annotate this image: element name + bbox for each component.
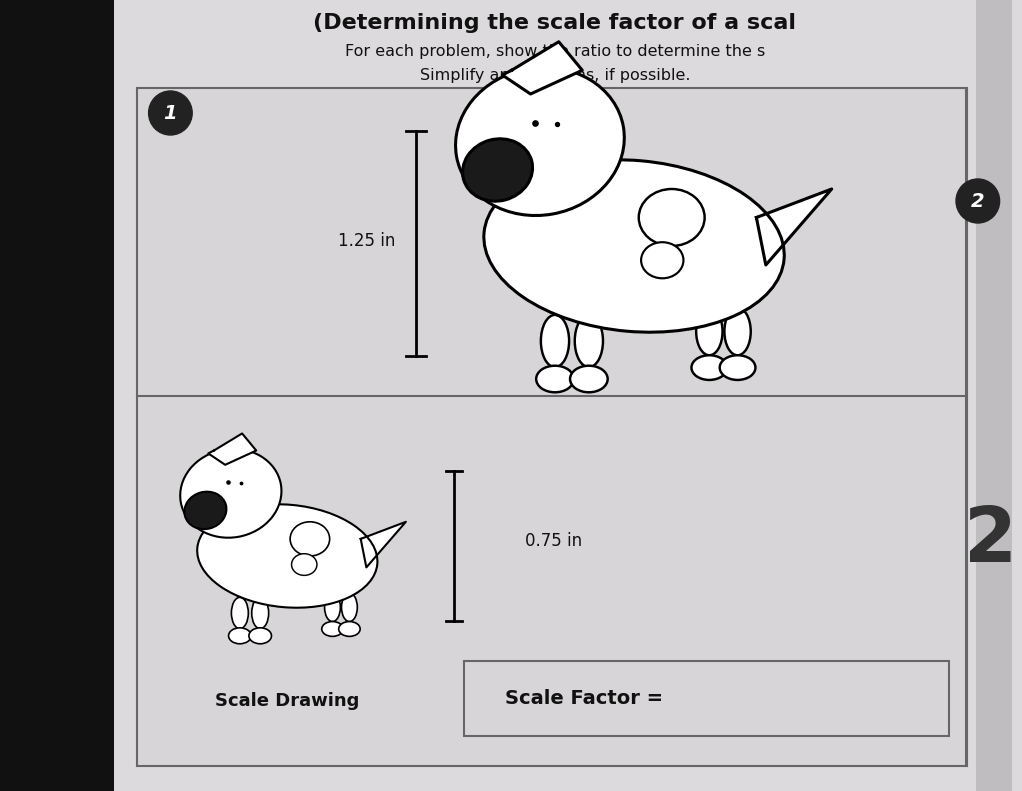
- Text: 0.75 in: 0.75 in: [525, 532, 583, 550]
- Ellipse shape: [197, 505, 377, 607]
- Bar: [464, 661, 949, 736]
- Ellipse shape: [291, 554, 317, 575]
- Ellipse shape: [639, 189, 704, 246]
- Ellipse shape: [325, 593, 340, 622]
- Text: (Determining the scale factor of a scal: (Determining the scale factor of a scal: [314, 13, 796, 33]
- Bar: [137, 88, 967, 766]
- Ellipse shape: [725, 308, 751, 355]
- Polygon shape: [530, 161, 606, 199]
- Ellipse shape: [341, 593, 358, 622]
- Text: Simplify any fractions, if possible.: Simplify any fractions, if possible.: [420, 67, 690, 82]
- Ellipse shape: [229, 628, 251, 644]
- Ellipse shape: [180, 449, 281, 538]
- Text: 2: 2: [971, 191, 984, 210]
- Circle shape: [956, 179, 1000, 223]
- Text: 2: 2: [964, 504, 1017, 578]
- Ellipse shape: [574, 315, 603, 367]
- Ellipse shape: [290, 522, 330, 556]
- Ellipse shape: [456, 67, 624, 215]
- Polygon shape: [208, 433, 257, 465]
- Ellipse shape: [322, 622, 343, 637]
- Text: Original Image: Original Image: [492, 113, 618, 128]
- Ellipse shape: [719, 355, 755, 380]
- Ellipse shape: [483, 160, 784, 332]
- Ellipse shape: [251, 597, 269, 629]
- Text: 1: 1: [164, 104, 177, 123]
- Ellipse shape: [537, 365, 573, 392]
- Ellipse shape: [570, 365, 608, 392]
- Ellipse shape: [463, 138, 532, 201]
- Ellipse shape: [696, 308, 723, 355]
- Circle shape: [148, 91, 192, 135]
- Ellipse shape: [641, 242, 684, 278]
- Ellipse shape: [338, 622, 360, 637]
- Bar: [113, 0, 976, 791]
- Ellipse shape: [231, 597, 248, 629]
- Bar: [0, 0, 113, 791]
- Ellipse shape: [249, 628, 272, 644]
- Ellipse shape: [692, 355, 728, 380]
- Text: For each problem, show the ratio to determine the s: For each problem, show the ratio to dete…: [344, 44, 764, 59]
- Polygon shape: [502, 42, 583, 94]
- Ellipse shape: [541, 315, 569, 367]
- Polygon shape: [361, 522, 406, 567]
- Polygon shape: [756, 189, 832, 265]
- Ellipse shape: [184, 492, 227, 529]
- Text: Scale Factor =: Scale Factor =: [505, 688, 663, 707]
- Polygon shape: [225, 505, 271, 528]
- Text: 1.25 in: 1.25 in: [338, 232, 396, 250]
- Bar: [976, 0, 1013, 791]
- Text: Scale Drawing: Scale Drawing: [215, 692, 360, 710]
